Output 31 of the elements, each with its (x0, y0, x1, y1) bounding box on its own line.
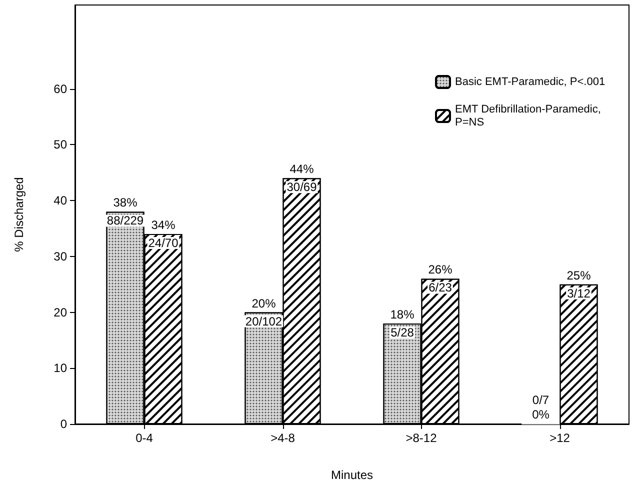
y-axis-title: % Discharged (12, 177, 26, 252)
annotation: 30/69 (286, 180, 318, 194)
annotation: 24/70 (148, 236, 179, 250)
y-tick-label: 30 (54, 249, 68, 264)
data-label: 18% (390, 307, 415, 322)
data-label: 25% (566, 268, 592, 282)
data-label: 26% (428, 262, 453, 277)
annotation: 88/229 (106, 214, 144, 228)
data-label: 38% (113, 196, 138, 210)
y-tick-label: 0 (60, 417, 68, 431)
legend-label: Basic EMT-Paramedic, P<.001 (455, 76, 606, 88)
annotation: 5/28 (390, 325, 414, 340)
annotation: 20/102 (245, 314, 282, 328)
y-tick-label: 40 (54, 194, 68, 208)
data-label: 20% (252, 296, 276, 310)
x-axis-title: Minutes (330, 468, 374, 482)
legend-label: EMT Defibrillation-Paramedic, P=NS (455, 104, 604, 128)
x-tick-label: 0-4 (136, 431, 154, 445)
annotation: 0/7 (532, 393, 550, 407)
y-tick-label: 50 (54, 138, 68, 152)
data-label: 34% (151, 218, 176, 232)
data-label: 44% (290, 162, 314, 176)
data-label: 0% (532, 408, 550, 422)
y-tick-label: 10 (54, 361, 68, 376)
x-tick-label: >12 (550, 431, 570, 445)
y-tick-label: 60 (54, 82, 68, 96)
annotation: 6/23 (428, 280, 452, 295)
annotation: 3/12 (567, 286, 591, 300)
x-tick-label: >8-12 (406, 431, 438, 445)
x-tick-label: >4-8 (270, 431, 296, 445)
y-tick-label: 20 (54, 305, 68, 320)
